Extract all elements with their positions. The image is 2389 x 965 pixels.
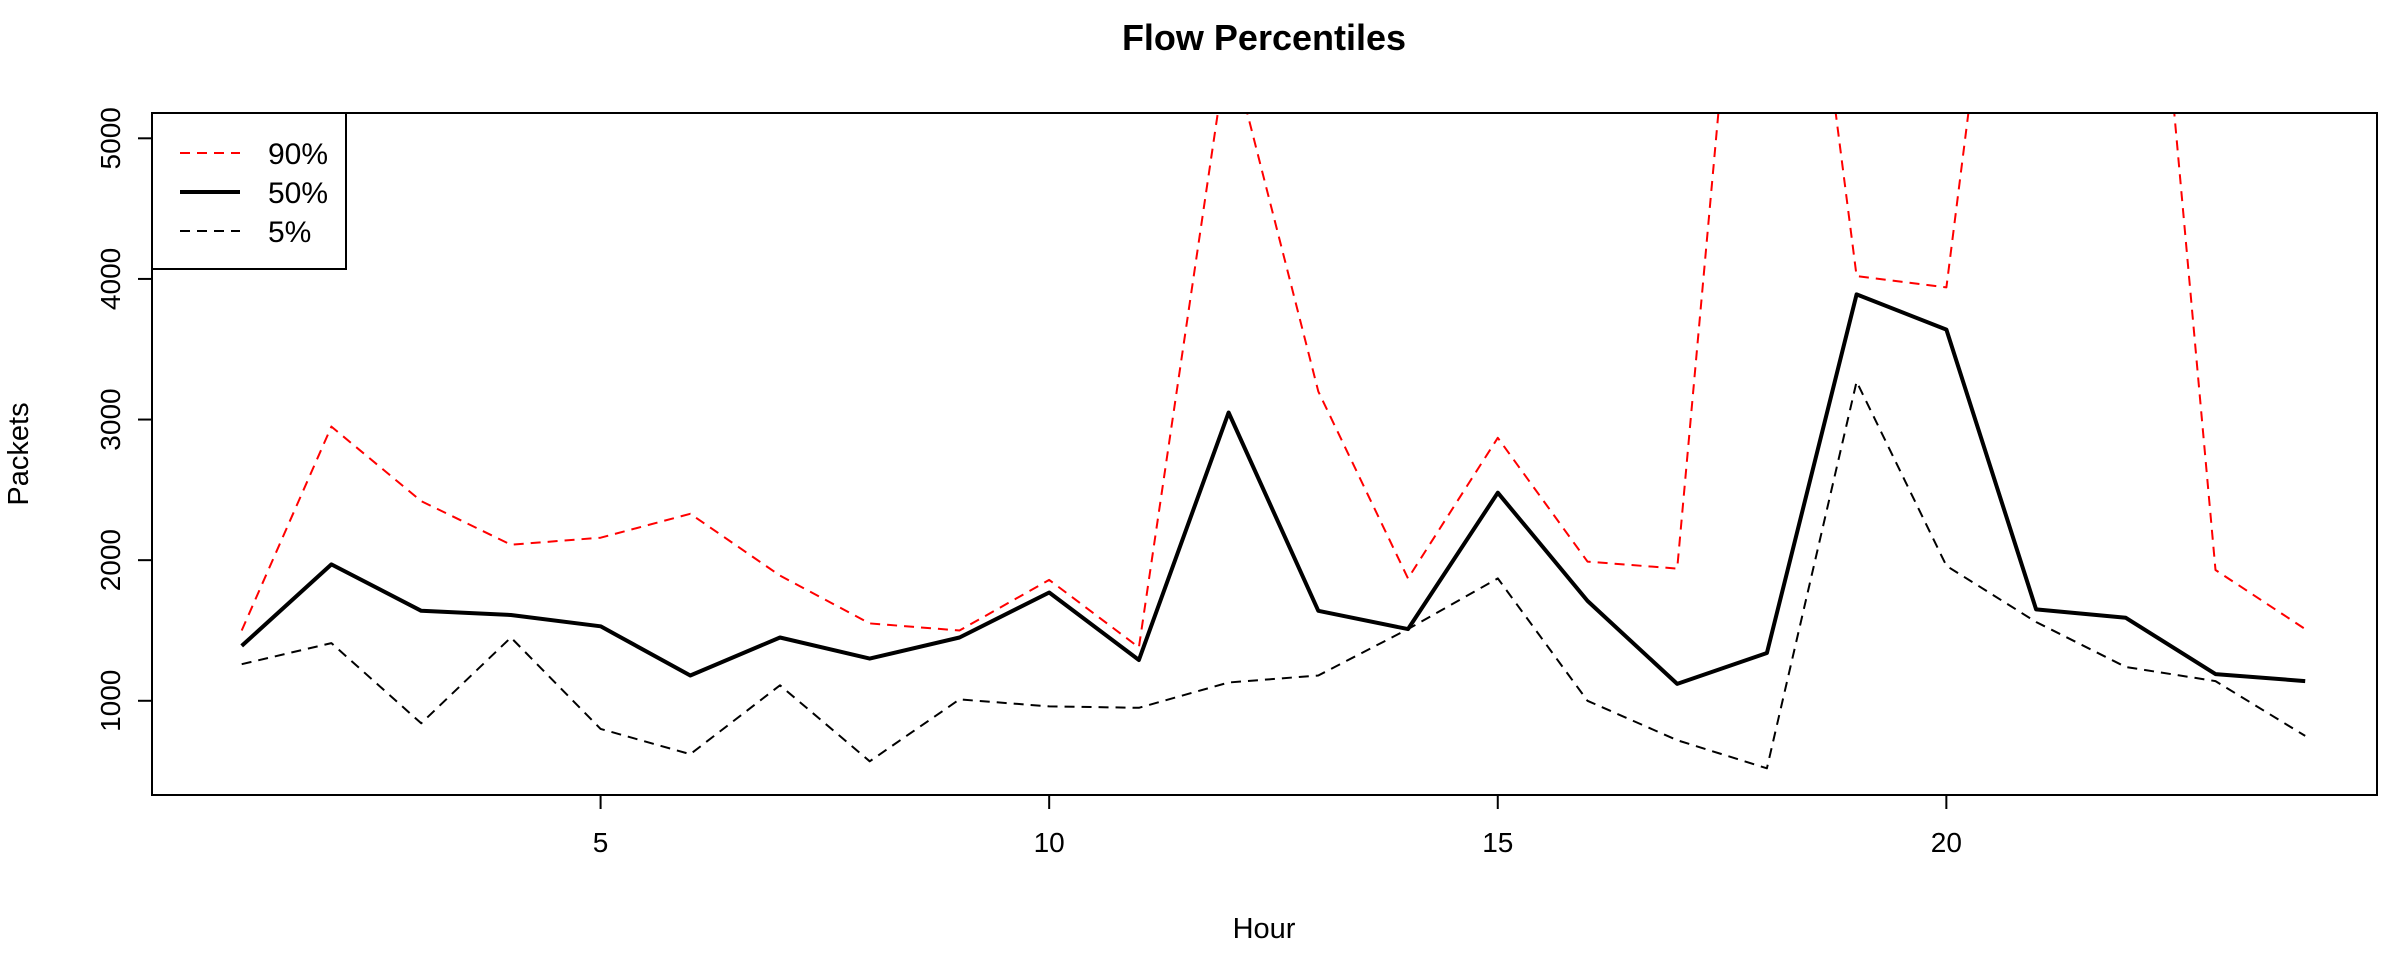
series-line-2	[241, 380, 2306, 770]
x-tick-label: 10	[1034, 827, 1065, 858]
y-axis: 1000 2000 3000 4000 5000	[95, 107, 153, 732]
y-tick-label: 4000	[95, 248, 126, 310]
x-tick-label: 15	[1482, 827, 1513, 858]
y-tick-label: 1000	[95, 670, 126, 732]
y-tick-label: 3000	[95, 388, 126, 450]
plot-frame	[151, 112, 2378, 796]
legend-label-90: 90%	[268, 138, 328, 171]
series-line-0	[240, 113, 2306, 649]
series-line-1	[240, 292, 2306, 686]
chart-title: Flow Percentiles	[1122, 17, 1406, 58]
series-layer	[240, 113, 2306, 770]
y-axis-label: Packets	[3, 402, 35, 505]
legend-label-50: 50%	[268, 177, 328, 210]
x-tick-label: 20	[1931, 827, 1962, 858]
x-tick-label: 5	[593, 827, 609, 858]
y-tick-label: 5000	[95, 107, 126, 169]
y-tick-label: 2000	[95, 529, 126, 591]
legend-label-5: 5%	[268, 216, 311, 249]
x-axis: 5 10 15 20	[593, 794, 1962, 858]
legend: 90% 50% 5%	[151, 112, 347, 270]
x-axis-label: Hour	[1233, 913, 1296, 945]
